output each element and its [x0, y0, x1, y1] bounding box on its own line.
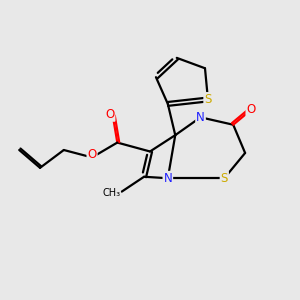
Text: N: N: [196, 111, 205, 124]
Text: CH₃: CH₃: [102, 188, 120, 198]
Text: O: O: [87, 148, 97, 161]
Text: O: O: [105, 108, 115, 121]
Text: S: S: [220, 172, 228, 185]
Text: O: O: [246, 103, 256, 116]
Text: N: N: [164, 172, 172, 185]
Text: S: S: [204, 93, 211, 106]
